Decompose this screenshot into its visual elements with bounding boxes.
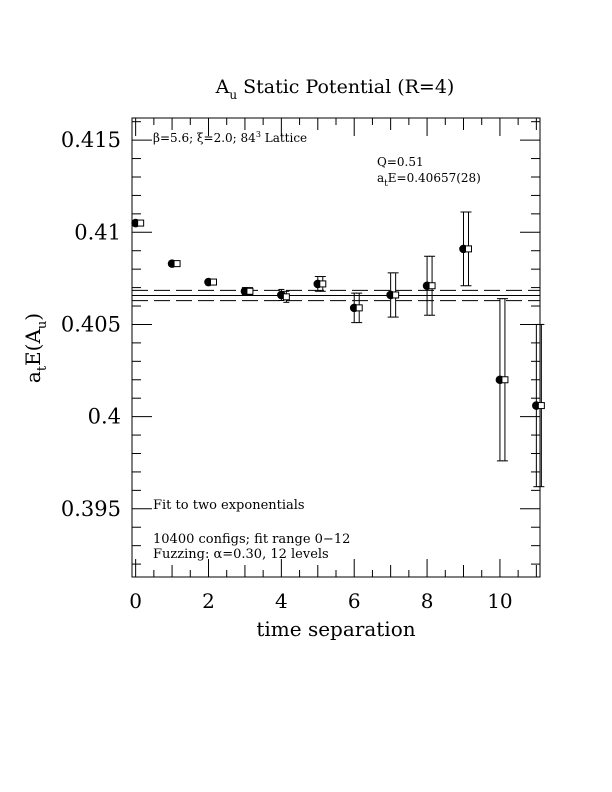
energy-sub: t	[384, 179, 388, 189]
q-value-annotation: Q=0.51	[377, 155, 424, 169]
fit-type-annotation: Fit to two exponentials	[153, 498, 305, 513]
data-point-open-square	[137, 219, 145, 227]
y-label-main: E(A	[21, 329, 45, 366]
lattice-tail: Lattice	[261, 131, 307, 145]
title-text: Static Potential (R=4)	[243, 76, 454, 98]
x-tick-label: 6	[348, 589, 361, 613]
lattice-beta: β=5.6; ξ=2.0; 84	[153, 131, 256, 145]
x-tick-label: 8	[421, 589, 434, 613]
data-point-open-square	[537, 402, 545, 410]
x-tick-label: 0	[129, 589, 142, 613]
fit-band	[132, 289, 540, 302]
data-point-open-square	[355, 304, 363, 312]
lattice-annotation: β=5.6; ξ=2.0; 843 Lattice	[153, 130, 307, 145]
data-point-open-square	[282, 293, 290, 301]
configs-annotation: 10400 configs; fit range 0−12	[153, 532, 350, 547]
y-tick-label: 0.415	[61, 128, 121, 152]
data-point-open-square	[173, 260, 181, 268]
y-label-inner-sub: u	[35, 321, 50, 329]
x-tick-label: 10	[487, 589, 512, 613]
y-tick-label: 0.4	[88, 405, 121, 429]
x-axis-label: time separation	[256, 617, 415, 641]
energy-annotation: atE=0.40657(28)	[377, 171, 481, 189]
data-point-open-square	[428, 282, 436, 290]
y-tick-label: 0.395	[61, 497, 121, 521]
data-point-open-square	[246, 287, 254, 295]
energy-value: E=0.40657(28)	[388, 171, 481, 185]
title-symbol-sub: u	[229, 88, 237, 102]
data-point-open-square	[392, 291, 400, 299]
y-label-prefix: a	[21, 371, 45, 383]
y-axis-label: atE(Au)	[21, 313, 50, 383]
y-label-close: )	[21, 313, 45, 321]
chart-title: Au Static Potential (R=4)	[215, 76, 455, 102]
x-tick-label: 4	[275, 589, 288, 613]
y-tick-label: 0.405	[61, 312, 121, 336]
title-symbol: A	[215, 76, 230, 98]
x-tick-label: 2	[202, 589, 215, 613]
data-points	[131, 211, 545, 488]
data-point-open-square	[319, 280, 327, 288]
axis-tick-labels: 0 2 4 6 8 10 0.395 0.4 0.405 0.41 0.415	[61, 128, 513, 613]
data-point-open-square	[210, 278, 217, 286]
fuzzing-annotation: Fuzzing: α=0.30, 12 levels	[153, 547, 329, 562]
energy-prefix: a	[377, 171, 384, 185]
data-point-open-square	[501, 376, 509, 384]
y-label-prefix-sub: t	[35, 365, 50, 371]
data-point-open-square	[465, 245, 472, 253]
y-tick-label: 0.41	[74, 220, 121, 244]
lattice-sup: 3	[256, 130, 261, 139]
